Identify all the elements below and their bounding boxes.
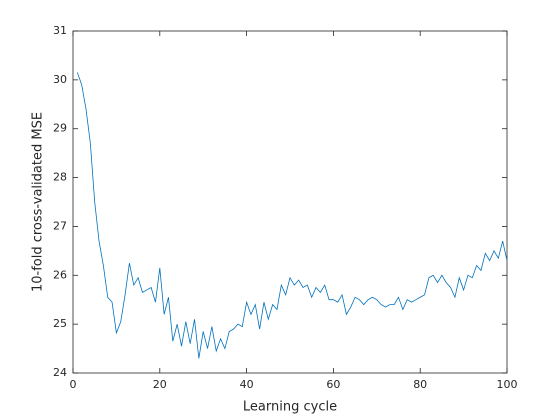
y-tick-label: 31 bbox=[53, 24, 67, 37]
x-tick-label: 80 bbox=[413, 378, 427, 391]
plot-area bbox=[72, 30, 508, 374]
data-line bbox=[76, 72, 508, 359]
y-tick-label: 25 bbox=[53, 317, 67, 330]
x-tick-label: 60 bbox=[326, 378, 340, 391]
y-tick-label: 29 bbox=[53, 122, 67, 135]
x-tick-label: 100 bbox=[497, 378, 518, 391]
x-tick-label: 20 bbox=[153, 378, 167, 391]
y-tick-label: 28 bbox=[53, 171, 67, 184]
x-tick-label: 40 bbox=[240, 378, 254, 391]
x-tick-label: 0 bbox=[70, 378, 77, 391]
y-tick-label: 24 bbox=[53, 366, 67, 379]
y-tick-label: 27 bbox=[53, 219, 67, 232]
y-axis-label: 10-fold cross-validated MSE bbox=[31, 112, 46, 292]
y-tick-label: 26 bbox=[53, 268, 67, 281]
y-tick-label: 30 bbox=[53, 73, 67, 86]
x-axis-label: Learning cycle bbox=[243, 400, 337, 415]
